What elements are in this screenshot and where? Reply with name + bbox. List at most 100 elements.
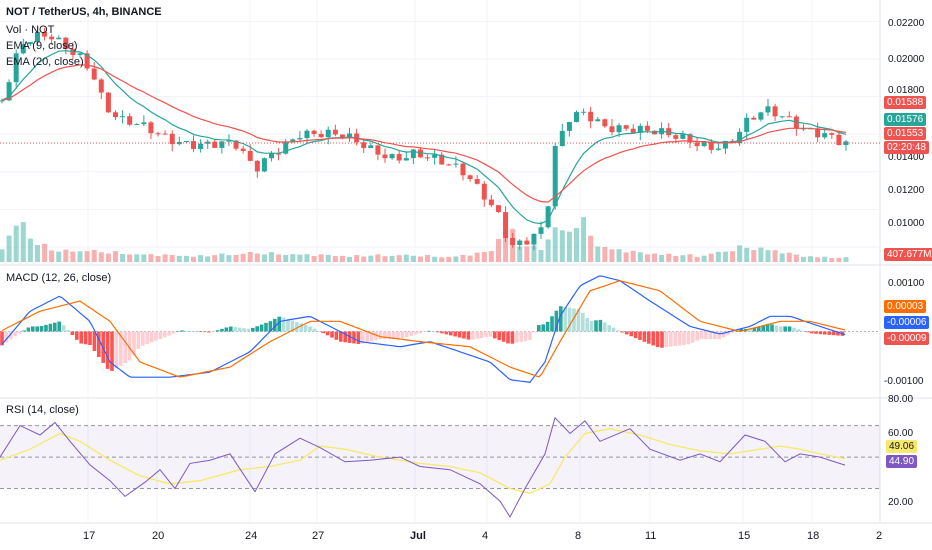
macd-histogram-bar bbox=[374, 331, 378, 341]
candle-body bbox=[715, 148, 721, 150]
candle-body bbox=[77, 53, 83, 55]
candle-body bbox=[545, 206, 551, 228]
candle-body bbox=[233, 140, 239, 149]
indicator-ema-20[interactable]: EMA (20, close) bbox=[6, 56, 84, 68]
candle-body bbox=[361, 142, 367, 149]
candle-body bbox=[155, 133, 161, 135]
rsi-ma-tag: 49.06 bbox=[886, 440, 918, 453]
time-tick-10: 2 bbox=[876, 530, 883, 542]
volume-bar bbox=[694, 256, 700, 262]
volume-bar bbox=[786, 252, 792, 262]
macd-histogram-bar bbox=[330, 331, 334, 338]
volume-bar bbox=[616, 249, 622, 262]
rsi-tick-2: 20.00 bbox=[888, 497, 914, 508]
candle-body bbox=[396, 154, 402, 161]
volume-bar bbox=[673, 255, 679, 262]
candle-body bbox=[240, 148, 246, 151]
macd-histogram-bar bbox=[321, 331, 325, 334]
macd-histogram-bar bbox=[312, 328, 317, 332]
macd-histogram-bar bbox=[167, 331, 171, 336]
volume-bar bbox=[744, 247, 750, 262]
macd-histogram-bar bbox=[691, 331, 695, 343]
candle-body bbox=[162, 133, 168, 135]
candle-body bbox=[510, 238, 516, 245]
candle-body bbox=[595, 119, 601, 122]
candle-body bbox=[481, 183, 487, 200]
volume-bar bbox=[63, 249, 69, 262]
candle-body bbox=[20, 44, 26, 54]
candle-body bbox=[623, 125, 629, 129]
volume-bar bbox=[467, 255, 473, 262]
candle-body bbox=[708, 141, 714, 150]
volume-bar bbox=[20, 222, 26, 262]
volume-bar bbox=[226, 255, 232, 262]
volume-bar bbox=[375, 254, 381, 262]
candle-body bbox=[247, 150, 253, 161]
candle-body bbox=[602, 119, 608, 127]
macd-histogram-bar bbox=[611, 327, 616, 332]
macd-histogram-bar bbox=[352, 331, 356, 344]
macd-histogram-bar bbox=[471, 331, 475, 340]
macd-histogram-bar bbox=[53, 322, 57, 332]
countdown-tag: 02:20:48 bbox=[884, 141, 929, 154]
candle-body bbox=[566, 122, 572, 131]
macd-histogram-bar bbox=[836, 331, 840, 336]
macd-histogram-bar bbox=[541, 324, 545, 332]
candle-body bbox=[822, 133, 828, 138]
candle-body bbox=[283, 141, 289, 154]
macd-histogram-bar bbox=[325, 331, 330, 336]
rsi-label[interactable]: RSI (14, close) bbox=[6, 404, 79, 416]
volume-bar bbox=[666, 253, 672, 262]
macd-histogram-bar bbox=[246, 328, 251, 332]
macd-histogram-bar bbox=[251, 327, 255, 332]
macd-histogram-bar bbox=[39, 326, 44, 332]
volume-bar bbox=[559, 230, 565, 262]
volume-bar bbox=[347, 256, 353, 262]
time-tick-3: 27 bbox=[312, 530, 325, 542]
candle-body bbox=[112, 112, 118, 118]
candle-body bbox=[375, 145, 381, 155]
macd-histogram-bar bbox=[409, 331, 413, 336]
candle-body bbox=[290, 139, 296, 142]
volume-bar bbox=[396, 255, 402, 262]
macd-histogram-bar bbox=[677, 331, 682, 346]
candle-body bbox=[311, 130, 317, 134]
volume-bar bbox=[269, 252, 275, 262]
macd-histogram-bar bbox=[215, 330, 220, 332]
macd-histogram-bar bbox=[92, 331, 97, 352]
indicator-volume[interactable]: Vol · NOT bbox=[6, 24, 55, 36]
macd-tick-0: 0.00100 bbox=[888, 278, 925, 289]
macd-histogram-bar bbox=[356, 331, 361, 344]
volume-bar bbox=[772, 250, 778, 262]
volume-bar bbox=[425, 254, 431, 262]
candle-body bbox=[680, 134, 686, 139]
volume-bar bbox=[155, 256, 161, 262]
macd-histogram-bar bbox=[158, 331, 163, 339]
volume-bar bbox=[290, 254, 296, 262]
indicator-ema-9[interactable]: EMA (9, close) bbox=[6, 40, 78, 52]
volume-bar bbox=[34, 245, 40, 262]
macd-histogram-bar bbox=[418, 331, 422, 334]
ema-9-line bbox=[1, 50, 847, 225]
rsi-line bbox=[0, 416, 846, 518]
macd-label[interactable]: MACD (12, 26, close) bbox=[6, 272, 112, 284]
volume-bar bbox=[0, 249, 5, 262]
macd-histogram-bar bbox=[0, 331, 4, 346]
macd-histogram-bar bbox=[224, 327, 229, 332]
volume-bar bbox=[453, 256, 459, 262]
volume-tag: 407.677M bbox=[884, 248, 932, 261]
candle-body bbox=[694, 142, 700, 147]
rsi-band-fill bbox=[0, 425, 880, 489]
candle-body bbox=[176, 142, 182, 145]
candle-body bbox=[581, 111, 587, 113]
macd-histogram-bar bbox=[396, 331, 400, 340]
macd-histogram-bar bbox=[576, 309, 581, 332]
volume-bar bbox=[403, 254, 409, 262]
volume-bar bbox=[751, 250, 757, 262]
price-tick-6: 0.01000 bbox=[888, 218, 925, 229]
macd-histogram-bar bbox=[550, 316, 554, 332]
volume-bar bbox=[410, 255, 416, 262]
volume-bar bbox=[793, 254, 799, 262]
macd-histogram-bar bbox=[484, 331, 488, 338]
